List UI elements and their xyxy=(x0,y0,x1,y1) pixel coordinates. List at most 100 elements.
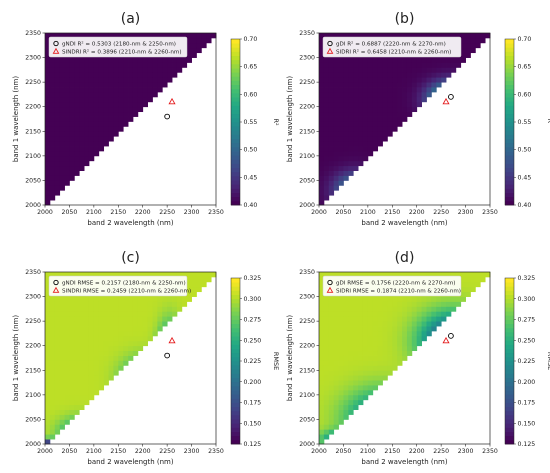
heatmap-cell xyxy=(167,316,173,322)
heatmap-cell xyxy=(465,291,471,297)
heatmap-cell xyxy=(108,306,114,312)
heatmap-cell xyxy=(108,67,114,73)
heatmap-cell xyxy=(137,96,144,103)
heatmap-cell xyxy=(328,33,335,39)
heatmap-cell xyxy=(98,111,105,117)
heatmap-cell xyxy=(74,335,80,342)
colorbar-segment xyxy=(231,39,240,44)
heatmap-cell xyxy=(69,121,75,127)
heatmap-cell xyxy=(69,33,75,39)
colorbar-segment xyxy=(505,188,514,193)
chart-panel: (c)2000 2050 2100 2150 2200 2250 2300 235020002… xyxy=(12,250,280,466)
heatmap-cell xyxy=(343,365,349,371)
heatmap-cell xyxy=(348,321,354,327)
heatmap-cell xyxy=(137,330,144,337)
heatmap-cell xyxy=(358,111,364,117)
heatmap-cell xyxy=(411,57,418,63)
heatmap-cell xyxy=(319,281,325,288)
colorbar-segment xyxy=(231,402,240,408)
heatmap-cell xyxy=(446,311,452,317)
colorbar-segment xyxy=(505,76,514,81)
heatmap-cell xyxy=(201,42,207,49)
heatmap-cell xyxy=(128,101,134,108)
colorbar-segment xyxy=(231,331,240,337)
heatmap-cell xyxy=(328,121,335,127)
heatmap-cell xyxy=(142,272,148,278)
heatmap-cell xyxy=(79,150,85,157)
heatmap-cell xyxy=(392,106,398,113)
heatmap-cell xyxy=(406,77,413,83)
heatmap-cell xyxy=(387,72,393,78)
heatmap-cell xyxy=(367,101,374,108)
heatmap-cell xyxy=(319,340,325,347)
heatmap-cell xyxy=(84,321,90,327)
heatmap-cell xyxy=(45,306,51,312)
colorbar-label: RMSE xyxy=(272,352,280,370)
colorbar-segment xyxy=(505,192,514,198)
heatmap-cell xyxy=(421,296,427,302)
heatmap-cell xyxy=(59,419,65,425)
heatmap-cell xyxy=(338,380,344,386)
heatmap-cell xyxy=(74,82,80,88)
heatmap-cell xyxy=(387,57,393,63)
heatmap-cell xyxy=(416,306,422,312)
heatmap-cell xyxy=(84,57,90,63)
colorbar-tick-label: 0.175 xyxy=(244,400,262,407)
heatmap-cell xyxy=(118,316,124,322)
heatmap-cell xyxy=(421,321,427,327)
heatmap-cell xyxy=(319,155,325,162)
heatmap-cell xyxy=(54,419,61,425)
heatmap-cell xyxy=(450,57,457,63)
heatmap-cell xyxy=(323,106,330,113)
heatmap-cell xyxy=(416,272,422,278)
heatmap-cell xyxy=(64,165,70,171)
heatmap-cell xyxy=(84,340,90,347)
heatmap-cell xyxy=(54,424,61,430)
heatmap-cell xyxy=(343,311,349,317)
heatmap-cell xyxy=(475,281,481,288)
legend: gNDI RMSE = 0.2157 (2180-nm & 2250-nm)SI… xyxy=(48,275,191,297)
heatmap-cell xyxy=(64,399,70,406)
heatmap-cell xyxy=(103,306,109,312)
heatmap-cell xyxy=(191,42,197,49)
heatmap-cell xyxy=(98,350,105,356)
heatmap-cell xyxy=(123,82,129,88)
heatmap-cell xyxy=(367,91,374,98)
heatmap-cell xyxy=(152,77,158,83)
heatmap-cell xyxy=(387,326,393,332)
heatmap-cell xyxy=(460,57,466,63)
heatmap-cell xyxy=(103,67,109,73)
heatmap-cell xyxy=(128,87,134,93)
colorbar-tick-label: 0.275 xyxy=(244,317,262,324)
heatmap-cell xyxy=(103,355,109,361)
heatmap-cell xyxy=(323,121,330,127)
heatmap-cell xyxy=(328,404,335,410)
colorbar-segment xyxy=(505,163,514,169)
heatmap-cell xyxy=(88,96,95,103)
heatmap-cell xyxy=(362,345,369,352)
heatmap-cell xyxy=(402,101,408,108)
heatmap-cell xyxy=(88,131,95,137)
heatmap-cell xyxy=(431,326,437,332)
heatmap-cell xyxy=(108,296,114,302)
colorbar-segment xyxy=(231,398,240,403)
heatmap-cell xyxy=(172,62,178,68)
heatmap-cell xyxy=(84,106,90,113)
heatmap-cell xyxy=(147,272,153,278)
heatmap-cell xyxy=(367,375,374,381)
heatmap-cell xyxy=(176,272,183,278)
heatmap-cell xyxy=(358,67,364,73)
heatmap-cell xyxy=(103,91,109,98)
heatmap-cell xyxy=(45,370,51,376)
heatmap-cell xyxy=(59,150,65,157)
heatmap-cell xyxy=(98,106,105,113)
heatmap-cell xyxy=(157,311,163,317)
heatmap-cell xyxy=(387,67,393,73)
heatmap-cell xyxy=(118,335,124,342)
heatmap-cell xyxy=(79,370,85,376)
y-tick-label: 2350 xyxy=(25,269,41,276)
colorbar-segment xyxy=(505,381,514,387)
heatmap-cell xyxy=(79,82,85,88)
heatmap-cell xyxy=(426,301,432,307)
heatmap-cell xyxy=(84,33,90,39)
